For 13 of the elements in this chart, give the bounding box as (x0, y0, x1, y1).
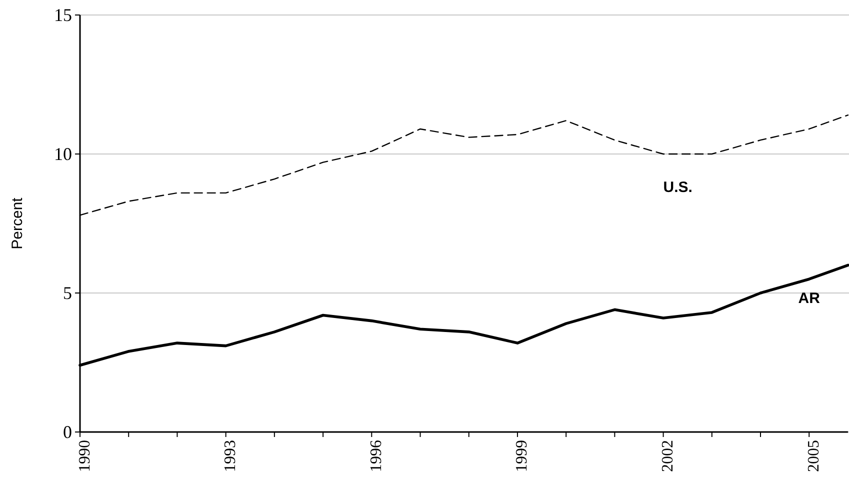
y-axis-title: Percent (9, 196, 26, 250)
y-tick-label: 5 (63, 282, 72, 303)
x-tick-label: 1990 (76, 440, 94, 472)
y-tick-label: 0 (63, 422, 72, 442)
y-tick-label: 10 (54, 144, 72, 164)
x-tick-label: 1999 (514, 440, 531, 472)
x-tick-label: 2002 (660, 440, 677, 472)
series-label: U.S. (663, 179, 692, 196)
x-tick-label: 1993 (222, 440, 240, 472)
y-tick-label: 15 (54, 4, 72, 25)
x-tick-label: 2005 (805, 440, 822, 472)
series-label: AR (798, 290, 820, 308)
x-tick-label: 1996 (368, 440, 385, 472)
